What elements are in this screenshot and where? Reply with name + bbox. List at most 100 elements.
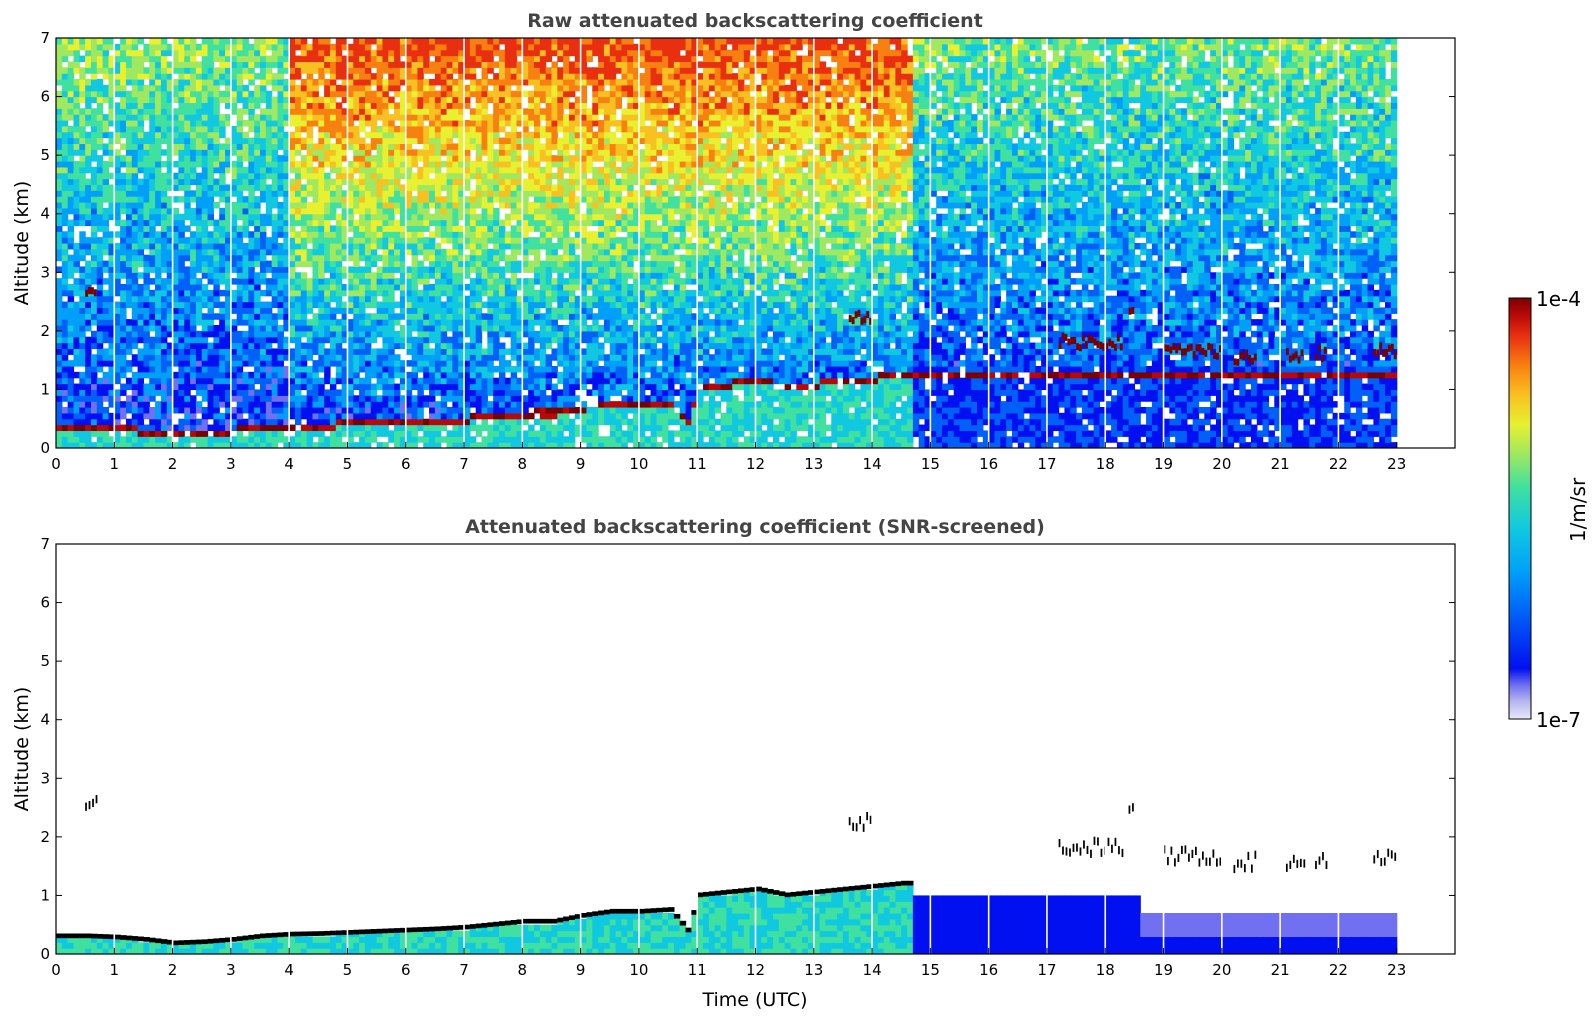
heatmap-cell [254, 289, 261, 297]
heatmap-cell [271, 436, 279, 443]
heatmap-cell [306, 102, 314, 109]
heatmap-cell [388, 38, 395, 45]
heatmap-cell [195, 155, 203, 162]
heatmap-cell [160, 219, 168, 227]
heatmap-cell [475, 184, 483, 191]
heatmap-cell [225, 166, 232, 174]
heatmap-cell [114, 377, 121, 385]
heatmap-cell [411, 38, 419, 45]
heatmap-cell [347, 371, 354, 379]
heatmap-cell [125, 254, 133, 262]
heatmap-cell [184, 178, 191, 186]
heatmap-cell [102, 325, 110, 332]
heatmap-cell [300, 319, 308, 326]
heatmap-cell [324, 131, 331, 139]
heatmap-cell [289, 354, 296, 361]
heatmap-cell [382, 161, 389, 168]
heatmap-cell [429, 166, 436, 174]
heatmap-cell [242, 219, 249, 227]
heatmap-cell [166, 412, 174, 420]
heatmap-cell [207, 272, 214, 279]
heatmap-cell [166, 354, 174, 361]
heatmap-cell [370, 166, 378, 174]
heatmap-cell [475, 336, 483, 344]
heatmap-cell [469, 266, 477, 273]
heatmap-cell [429, 38, 436, 45]
heatmap-cell [195, 295, 203, 303]
heatmap-cell [446, 190, 453, 197]
heatmap-cell [458, 430, 465, 437]
heatmap-cell [236, 96, 244, 104]
heatmap-cell [201, 96, 209, 104]
heatmap-cell [225, 278, 232, 285]
heatmap-cell [329, 155, 337, 162]
heatmap-cell [394, 207, 401, 215]
heatmap-cell [458, 61, 465, 68]
heatmap-cell [178, 284, 185, 291]
heatmap-cell [405, 213, 413, 221]
heatmap-cell [248, 184, 255, 191]
heatmap-cell [283, 407, 290, 414]
heatmap-cell [283, 96, 290, 104]
heatmap-cell [370, 272, 378, 279]
heatmap-cell [108, 266, 115, 273]
heatmap-cell [359, 125, 366, 133]
heatmap-cell [487, 120, 494, 127]
heatmap-cell [382, 225, 389, 232]
heatmap-cell [213, 219, 220, 227]
heatmap-cell [172, 377, 180, 385]
heatmap-cell [429, 395, 436, 402]
heatmap-cell [399, 289, 407, 297]
heatmap-cell [178, 307, 185, 314]
heatmap-cell [131, 61, 139, 68]
heatmap-cell [399, 301, 407, 309]
heatmap-cell [324, 137, 331, 145]
heatmap-cell [67, 442, 75, 448]
heatmap-cell [166, 84, 174, 92]
heatmap-cell [370, 137, 378, 145]
heatmap-cell [225, 325, 232, 332]
heatmap-cell [300, 278, 308, 285]
heatmap-cell [143, 190, 150, 197]
heatmap-cell [493, 418, 500, 426]
heatmap-cell [335, 389, 343, 396]
heatmap-cell [137, 377, 145, 385]
heatmap-cell [359, 178, 366, 186]
heatmap-cell [242, 442, 249, 448]
heatmap-cell [446, 43, 453, 51]
heatmap-cell [236, 149, 244, 156]
heatmap-cell [370, 366, 378, 373]
heatmap-cell [201, 55, 209, 63]
heatmap-cell [96, 395, 104, 402]
heatmap-cell [405, 231, 413, 238]
heatmap-cell [388, 196, 395, 203]
heatmap-cell [429, 424, 436, 432]
heatmap-cell [90, 231, 98, 238]
heatmap-cell [341, 190, 349, 197]
heatmap-cell [131, 49, 139, 57]
heatmap-cell [219, 289, 226, 297]
heatmap-cell [382, 295, 389, 303]
heatmap-cell [201, 442, 209, 448]
heatmap-cell [411, 79, 419, 86]
heatmap-cell [195, 73, 203, 80]
heatmap-cell [469, 295, 477, 303]
heatmap-cell [487, 237, 494, 244]
heatmap-cell [236, 166, 244, 174]
heatmap-cell [184, 272, 191, 279]
heatmap-cell [242, 383, 249, 391]
heatmap-cell [90, 190, 98, 197]
heatmap-cell [248, 237, 255, 244]
heatmap-cell [458, 120, 465, 127]
heatmap-cell [172, 371, 180, 379]
heatmap-cell [230, 407, 238, 414]
heatmap-cell [382, 131, 389, 139]
heatmap-cell [178, 336, 185, 344]
heatmap-cell [446, 237, 453, 244]
heatmap-cell [120, 272, 127, 279]
heatmap-cell [499, 196, 506, 203]
heatmap-cell [143, 161, 150, 168]
heatmap-cell [236, 348, 244, 355]
heatmap-cell [306, 289, 314, 297]
heatmap-cell [300, 243, 308, 250]
